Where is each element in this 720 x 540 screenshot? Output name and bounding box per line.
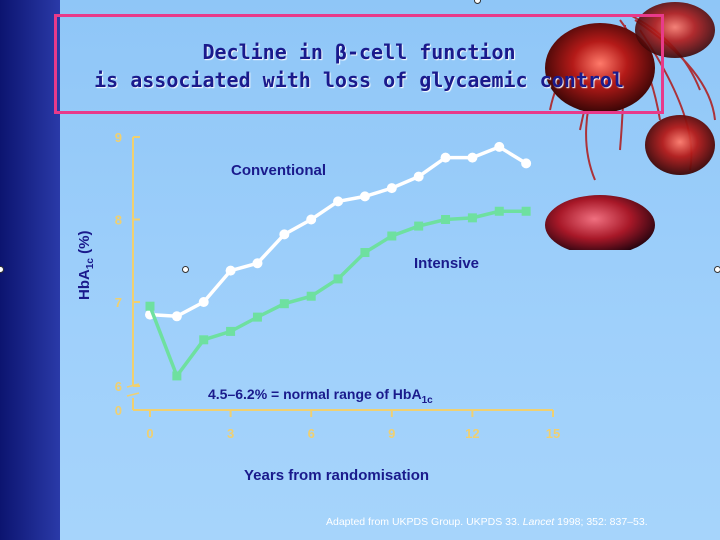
data-point-intensive (387, 231, 397, 241)
x-tick-label: 3 (227, 426, 234, 441)
y-tick-label: 8 (115, 213, 122, 228)
data-point-intensive (252, 312, 262, 322)
title-frame (54, 14, 664, 114)
y-tick-label: 6 (115, 379, 122, 394)
axis-break-mark (126, 392, 140, 397)
x-tick-label: 12 (465, 426, 479, 441)
citation-prefix: Adapted from UKPDS Group. UKPDS 33. (326, 516, 520, 528)
data-point-intensive (467, 213, 477, 223)
data-point-conventional (359, 191, 370, 202)
data-point-intensive (279, 299, 289, 309)
pink-cell-icon (545, 195, 655, 250)
slide-title-line-2: is associated with loss of glycaemic con… (94, 68, 624, 92)
selection-handle[interactable] (0, 266, 4, 273)
data-point-conventional (171, 311, 182, 322)
data-point-conventional (521, 158, 532, 169)
slide-sidebar (0, 0, 60, 540)
series-line-intensive (148, 209, 527, 380)
citation-suffix: 1998; 352: 837–53. (557, 516, 648, 528)
x-axis-label: Years from randomisation (244, 467, 430, 484)
data-point-conventional (467, 152, 478, 163)
data-point-intensive (521, 206, 531, 216)
data-point-conventional (413, 171, 424, 182)
data-point-conventional (386, 183, 397, 194)
data-point-intensive (441, 215, 451, 224)
citation: Adapted from UKPDS Group. UKPDS 33. Lanc… (326, 516, 648, 528)
data-point-intensive (414, 221, 424, 231)
y-tick-label: 0 (115, 403, 122, 418)
y-tick-label: 7 (115, 295, 122, 310)
data-point-conventional (306, 214, 317, 225)
data-point-intensive (360, 248, 370, 257)
data-point-conventional (333, 196, 344, 207)
data-point-intensive (306, 291, 316, 301)
x-tick-label: 0 (146, 426, 153, 441)
selection-handle[interactable] (182, 266, 189, 273)
data-point-conventional (225, 265, 236, 276)
series-label-conventional: Conventional (231, 162, 326, 179)
data-point-conventional (494, 141, 505, 152)
slide-title-line-1: Decline in β-cell function (202, 40, 516, 64)
data-point-intensive (199, 335, 209, 345)
y-axis-label: HbA1c (%) (76, 230, 96, 300)
data-point-intensive (145, 301, 155, 311)
y-tick-label: 9 (115, 130, 122, 145)
data-point-intensive (226, 326, 236, 336)
normal-range-annotation: 4.5–6.2% = normal range of HbA1c (208, 386, 433, 406)
x-tick-label: 9 (388, 426, 395, 441)
data-point-conventional (198, 297, 209, 307)
selection-handle[interactable] (474, 0, 481, 4)
data-point-intensive (333, 274, 343, 284)
data-point-conventional (279, 229, 290, 240)
data-point-conventional (440, 152, 451, 163)
normal-range-subscript: 1c (421, 394, 433, 406)
x-tick-label: 6 (308, 426, 315, 441)
data-point-intensive (172, 371, 182, 381)
series-label-intensive: Intensive (414, 255, 479, 272)
red-cell-lower-icon (645, 115, 715, 175)
selection-handle[interactable] (714, 266, 720, 273)
x-tick-label: 15 (546, 426, 560, 441)
data-point-intensive (494, 206, 504, 216)
red-cell-icon (545, 23, 655, 113)
series-line-conventional (149, 144, 528, 319)
data-point-conventional (252, 258, 263, 269)
normal-range-text: 4.5–6.2% = normal range of HbA (208, 386, 422, 402)
citation-journal: Lancet (522, 516, 555, 528)
